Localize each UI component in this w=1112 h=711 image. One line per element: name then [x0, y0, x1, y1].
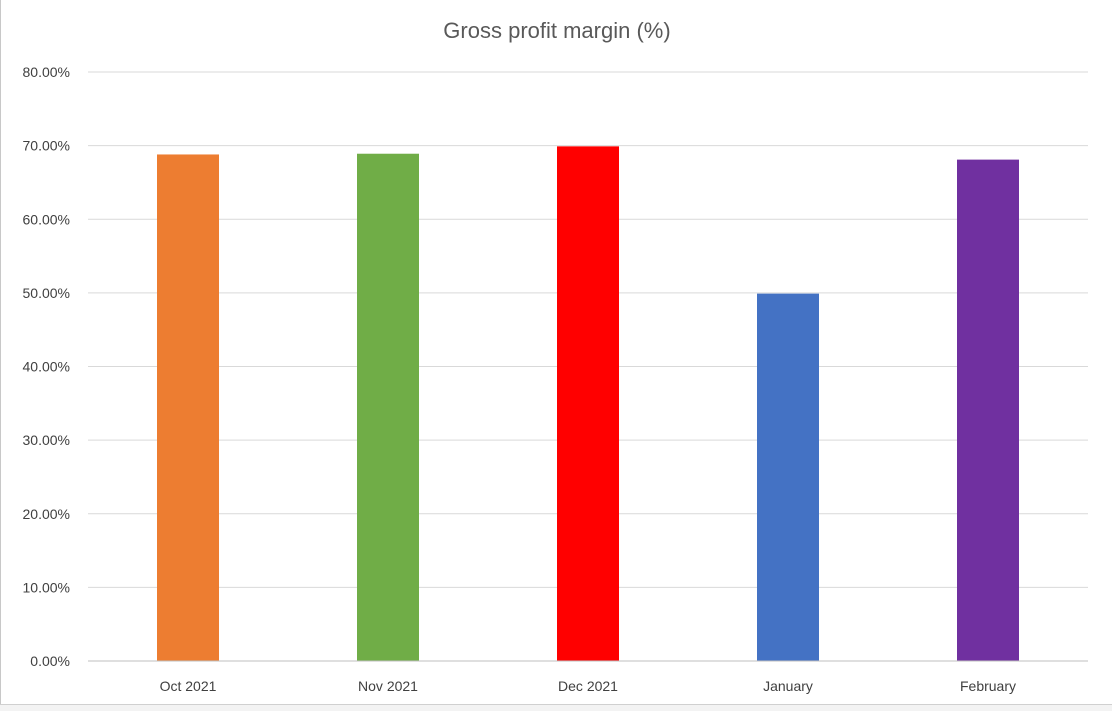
- chart-left-border: [0, 0, 1, 704]
- chart-title: Gross profit margin (%): [443, 18, 670, 43]
- y-tick-label: 30.00%: [23, 432, 70, 448]
- bar: [557, 146, 619, 661]
- x-tick-label: January: [763, 678, 813, 694]
- x-tick-label: Nov 2021: [358, 678, 418, 694]
- bar: [357, 153, 419, 661]
- y-tick-label: 20.00%: [23, 506, 70, 522]
- y-tick-label: 0.00%: [30, 653, 70, 669]
- x-tick-label: February: [960, 678, 1016, 694]
- bar: [957, 159, 1019, 661]
- sheet-bottom-edge: [0, 704, 1112, 711]
- y-tick-label: 60.00%: [23, 211, 70, 227]
- y-tick-label: 80.00%: [23, 64, 70, 80]
- bar: [757, 293, 819, 661]
- x-tick-label: Oct 2021: [160, 678, 217, 694]
- x-axis-tick-labels: Oct 2021 Nov 2021 Dec 2021 January February: [160, 678, 1016, 694]
- y-tick-label: 40.00%: [23, 359, 70, 375]
- x-tick-label: Dec 2021: [558, 678, 618, 694]
- y-tick-label: 50.00%: [23, 285, 70, 301]
- y-axis-tick-labels: 0.00% 10.00% 20.00% 30.00% 40.00% 50.00% 60.00…: [23, 64, 70, 669]
- y-tick-label: 70.00%: [23, 138, 70, 154]
- bars: [157, 146, 1019, 661]
- bar: [157, 154, 219, 661]
- y-tick-label: 10.00%: [23, 579, 70, 595]
